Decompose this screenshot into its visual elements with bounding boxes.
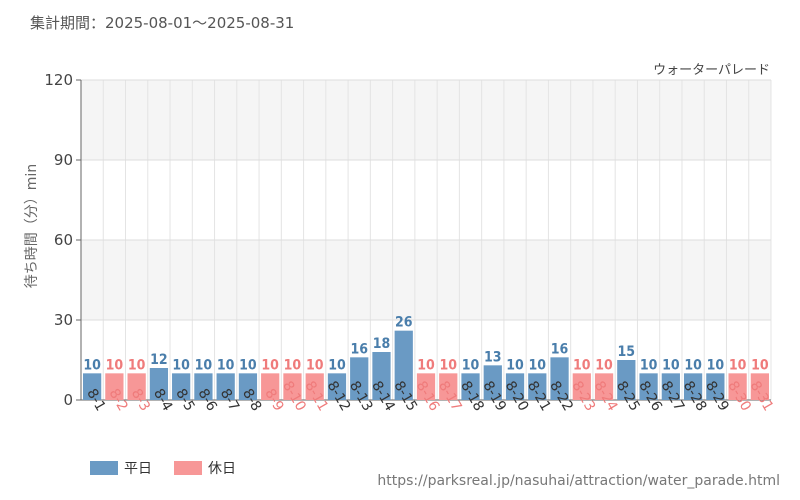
data-label: 10 — [306, 357, 324, 373]
bar-8-20 — [505, 373, 525, 400]
data-label: 10 — [328, 357, 346, 373]
bar-8-24 — [594, 373, 614, 400]
data-label: 10 — [239, 357, 257, 373]
data-label: 10 — [261, 357, 279, 373]
bar-8-13 — [350, 357, 369, 400]
bar-8-9 — [261, 373, 280, 400]
bar-8-29 — [706, 373, 725, 400]
bar-8-14 — [372, 352, 391, 400]
data-label: 10 — [729, 357, 747, 373]
y-tick-label: 30 — [54, 311, 73, 329]
data-label: 10 — [751, 357, 769, 373]
bar-8-2 — [105, 373, 124, 400]
source-url: https://parksreal.jp/nasuhai/attraction/… — [377, 473, 780, 489]
legend-label-weekday: 平日 — [124, 461, 152, 477]
data-label: 10 — [417, 357, 435, 373]
bar-8-12 — [327, 373, 347, 400]
y-tick-label: 120 — [44, 71, 73, 89]
legend-label-holiday: 休日 — [208, 461, 236, 477]
bar-8-6 — [194, 373, 213, 400]
grid-band — [81, 160, 771, 240]
legend-item-weekday: 平日 — [90, 458, 152, 478]
data-label: 10 — [172, 357, 190, 373]
data-label: 16 — [551, 341, 569, 357]
data-label: 10 — [595, 357, 613, 373]
period-label: 集計期間：2025-08-01～2025-08-31 — [30, 14, 295, 32]
legend-swatch-holiday — [174, 461, 202, 475]
bar-8-17 — [439, 373, 458, 400]
data-label: 10 — [195, 357, 213, 373]
bar-8-5 — [172, 373, 191, 400]
data-label: 10 — [462, 357, 480, 373]
bar-8-31 — [750, 373, 769, 400]
data-label: 10 — [284, 357, 302, 373]
legend-item-holiday: 休日 — [174, 458, 236, 478]
data-label: 16 — [350, 341, 368, 357]
data-label: 10 — [662, 357, 680, 373]
bar-8-3 — [127, 373, 146, 400]
grid-band — [81, 80, 771, 160]
y-tick-label: 60 — [54, 231, 73, 249]
data-label: 10 — [573, 357, 591, 373]
y-tick-label: 90 — [54, 151, 73, 169]
bar-8-19 — [483, 365, 502, 400]
data-label: 15 — [618, 344, 636, 360]
bar-8-30 — [728, 373, 747, 400]
bar-8-10 — [283, 373, 302, 400]
data-label: 26 — [395, 315, 413, 331]
bar-8-8 — [238, 373, 258, 400]
bar-8-21 — [528, 373, 547, 400]
y-axis-label: 待ち時間（分）min — [24, 164, 40, 288]
data-label: 10 — [83, 357, 101, 373]
data-label: 12 — [150, 352, 168, 368]
bar-8-1 — [83, 373, 102, 400]
bar-8-23 — [572, 373, 591, 400]
legend: 平日 休日 — [90, 458, 236, 478]
data-label: 10 — [506, 357, 524, 373]
bar-8-4 — [149, 368, 169, 400]
data-label: 10 — [106, 357, 124, 373]
legend-swatch-weekday — [90, 461, 118, 475]
y-tick-label: 0 — [63, 391, 73, 409]
bar-8-15 — [394, 330, 413, 400]
chart-title: ウォーターパレード — [653, 63, 770, 78]
data-label: 10 — [529, 357, 547, 373]
bar-8-16 — [416, 373, 436, 400]
data-label: 18 — [373, 336, 391, 352]
bar-8-25 — [617, 360, 636, 400]
data-label: 10 — [128, 357, 146, 373]
data-label: 10 — [439, 357, 457, 373]
data-label: 10 — [684, 357, 702, 373]
bar-8-26 — [639, 373, 658, 400]
data-label: 10 — [217, 357, 235, 373]
bar-8-7 — [216, 373, 235, 400]
bar-8-11 — [305, 373, 324, 400]
data-label: 10 — [640, 357, 658, 373]
data-label: 10 — [707, 357, 725, 373]
bar-8-22 — [550, 357, 569, 400]
data-label: 13 — [484, 349, 502, 365]
bar-8-18 — [461, 373, 480, 400]
bar-8-28 — [683, 373, 703, 400]
bar-8-27 — [661, 373, 680, 400]
grid-band — [81, 240, 771, 320]
